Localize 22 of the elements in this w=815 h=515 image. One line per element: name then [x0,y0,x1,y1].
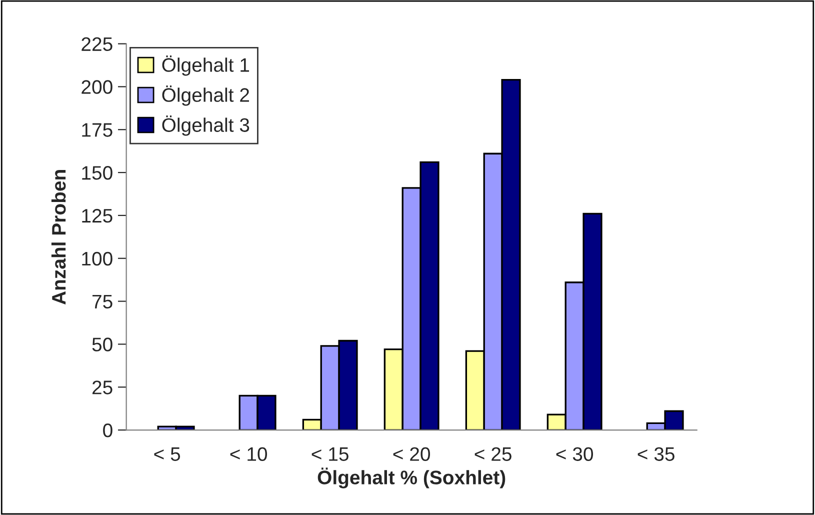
x-tick-label: < 35 [638,447,674,461]
y-tick-label: 150 [82,166,112,180]
y-axis-title: Anzahl Proben [51,170,66,304]
x-tick-label: < 10 [230,447,268,461]
legend-label: Ölgehalt 3 [162,116,250,136]
x-tick-label: < 15 [312,447,348,461]
y-tick-label: 225 [82,37,112,52]
y-tick-label: 75 [92,294,112,309]
y-tick-label: 175 [82,123,112,137]
x-tick-label: < 5 [154,447,180,461]
y-tick-label: 0 [103,423,112,438]
y-tick-label: 100 [82,252,112,266]
x-tick-label: < 25 [474,447,512,461]
x-tick-label: < 30 [556,447,594,461]
y-tick-label: 50 [92,338,112,352]
x-axis-title: Ölgehalt % (Soxhlet) [318,468,506,488]
legend-label: Ölgehalt 2 [162,85,249,106]
y-tick-label: 125 [82,208,112,223]
y-tick-label: 25 [92,380,112,394]
legend-label: Ölgehalt 1 [162,55,250,76]
y-tick-label: 200 [82,80,112,94]
x-tick-label: < 20 [393,447,430,461]
